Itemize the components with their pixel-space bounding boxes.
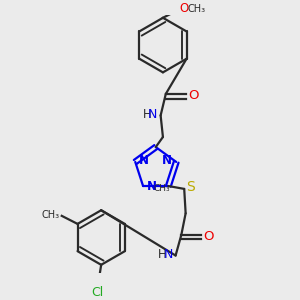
Text: CH₃: CH₃ [42, 210, 60, 220]
Text: N: N [163, 248, 173, 261]
Text: S: S [186, 181, 195, 194]
Text: O: O [180, 2, 189, 15]
Text: CH₃: CH₃ [153, 184, 170, 193]
Text: H: H [158, 248, 167, 261]
Text: O: O [203, 230, 213, 243]
Text: CH₃: CH₃ [187, 4, 206, 14]
Text: N: N [162, 154, 172, 167]
Text: N: N [139, 154, 149, 167]
Text: H: H [143, 108, 152, 121]
Text: O: O [188, 89, 199, 102]
Text: N: N [147, 179, 157, 193]
Text: N: N [148, 108, 157, 121]
Text: Cl: Cl [92, 286, 104, 298]
